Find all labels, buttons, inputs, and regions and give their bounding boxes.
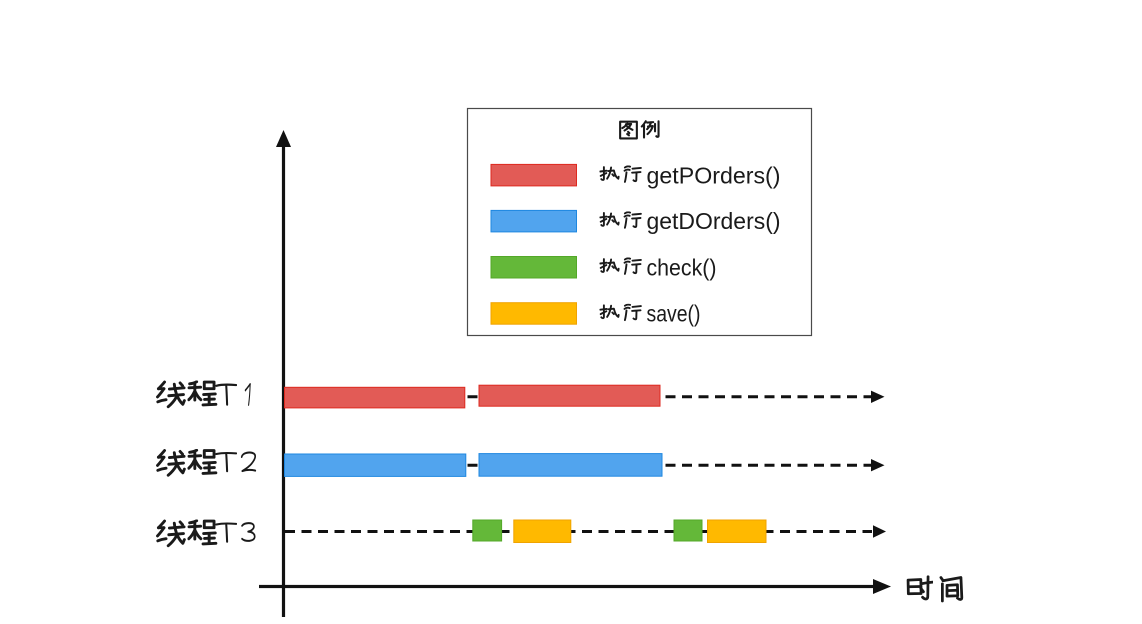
svg-text:save(): save() [647,301,701,327]
svg-text:check(): check() [647,254,717,280]
svg-text:getPOrders(): getPOrders() [647,162,781,188]
svg-text:getDOrders(): getDOrders() [647,208,781,234]
